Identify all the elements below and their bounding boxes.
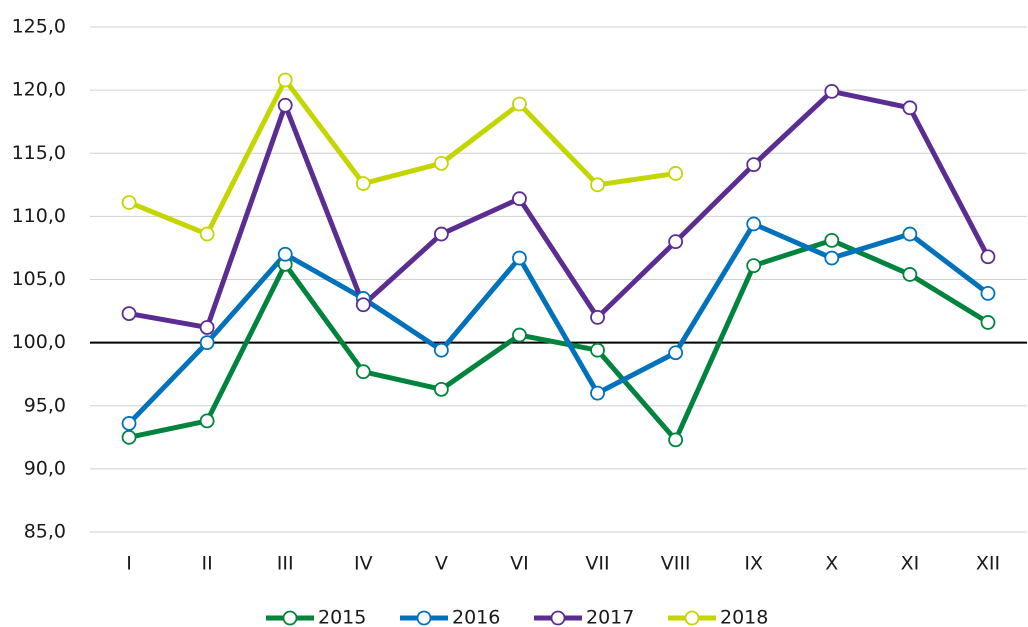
point	[824, 83, 840, 99]
legend-label: 2015	[318, 607, 366, 627]
point	[590, 342, 605, 358]
y-tick-label: 85,0	[24, 521, 66, 543]
point	[746, 157, 762, 173]
x-tick-label: IX	[744, 553, 763, 575]
series-line	[128, 237, 990, 443]
point	[746, 216, 762, 232]
point	[512, 96, 527, 112]
point	[121, 429, 137, 445]
point	[199, 413, 215, 429]
y-tick-label: 95,0	[24, 394, 66, 416]
point	[121, 195, 137, 210]
x-tick-label: VII	[585, 553, 609, 575]
point	[433, 381, 449, 397]
point	[590, 385, 605, 401]
x-tick-label: IV	[354, 553, 373, 575]
point	[433, 342, 449, 358]
legend-marker	[550, 610, 566, 626]
point	[902, 100, 918, 116]
point	[121, 306, 137, 321]
point	[668, 345, 684, 361]
x-tick-label: II	[202, 553, 213, 575]
point	[668, 166, 684, 181]
x-tick-label: I	[126, 553, 132, 575]
point	[355, 297, 371, 313]
point	[824, 232, 840, 248]
point	[433, 226, 449, 242]
series-line	[127, 221, 990, 426]
y-tick-label: 110,0	[12, 205, 66, 227]
series-line	[128, 77, 676, 237]
y-tick-label: 90,0	[24, 457, 66, 479]
point	[277, 97, 293, 113]
point	[980, 285, 996, 301]
point	[980, 249, 996, 265]
point	[199, 320, 215, 335]
point	[277, 72, 293, 88]
legend-label: 2016	[452, 607, 500, 627]
x-tick-label: XII	[976, 553, 1000, 575]
point	[590, 309, 605, 325]
y-tick-label: 105,0	[12, 268, 66, 290]
y-tick-label: 100,0	[12, 331, 66, 353]
x-tick-label: X	[825, 553, 838, 575]
point	[355, 176, 371, 191]
legend-marker	[684, 610, 700, 626]
series-line	[128, 88, 991, 330]
point	[199, 226, 215, 242]
x-tick-label: VI	[510, 553, 529, 575]
y-tick-label: 115,0	[12, 142, 66, 164]
point	[355, 364, 371, 380]
x-tick-label: V	[435, 553, 448, 575]
point	[277, 246, 293, 262]
point	[121, 416, 137, 431]
point	[199, 335, 215, 351]
x-tick-label: XI	[901, 553, 920, 575]
point	[512, 327, 527, 343]
legend-marker	[282, 610, 298, 626]
point	[512, 250, 527, 266]
point	[590, 177, 605, 193]
point	[902, 267, 918, 282]
x-tick-label: VIII	[661, 553, 691, 575]
point	[668, 234, 684, 250]
x-tick-label: III	[277, 553, 294, 575]
y-tick-label: 120,0	[12, 79, 66, 101]
point	[512, 191, 527, 207]
point	[433, 155, 449, 171]
point	[668, 432, 684, 448]
point	[902, 226, 918, 242]
legend-marker	[416, 610, 432, 626]
y-tick-label: 125,0	[12, 16, 66, 38]
point	[746, 258, 762, 274]
legend-label: 2018	[720, 607, 768, 627]
point	[980, 315, 996, 330]
legend-label: 2017	[586, 607, 634, 627]
point	[824, 250, 840, 266]
